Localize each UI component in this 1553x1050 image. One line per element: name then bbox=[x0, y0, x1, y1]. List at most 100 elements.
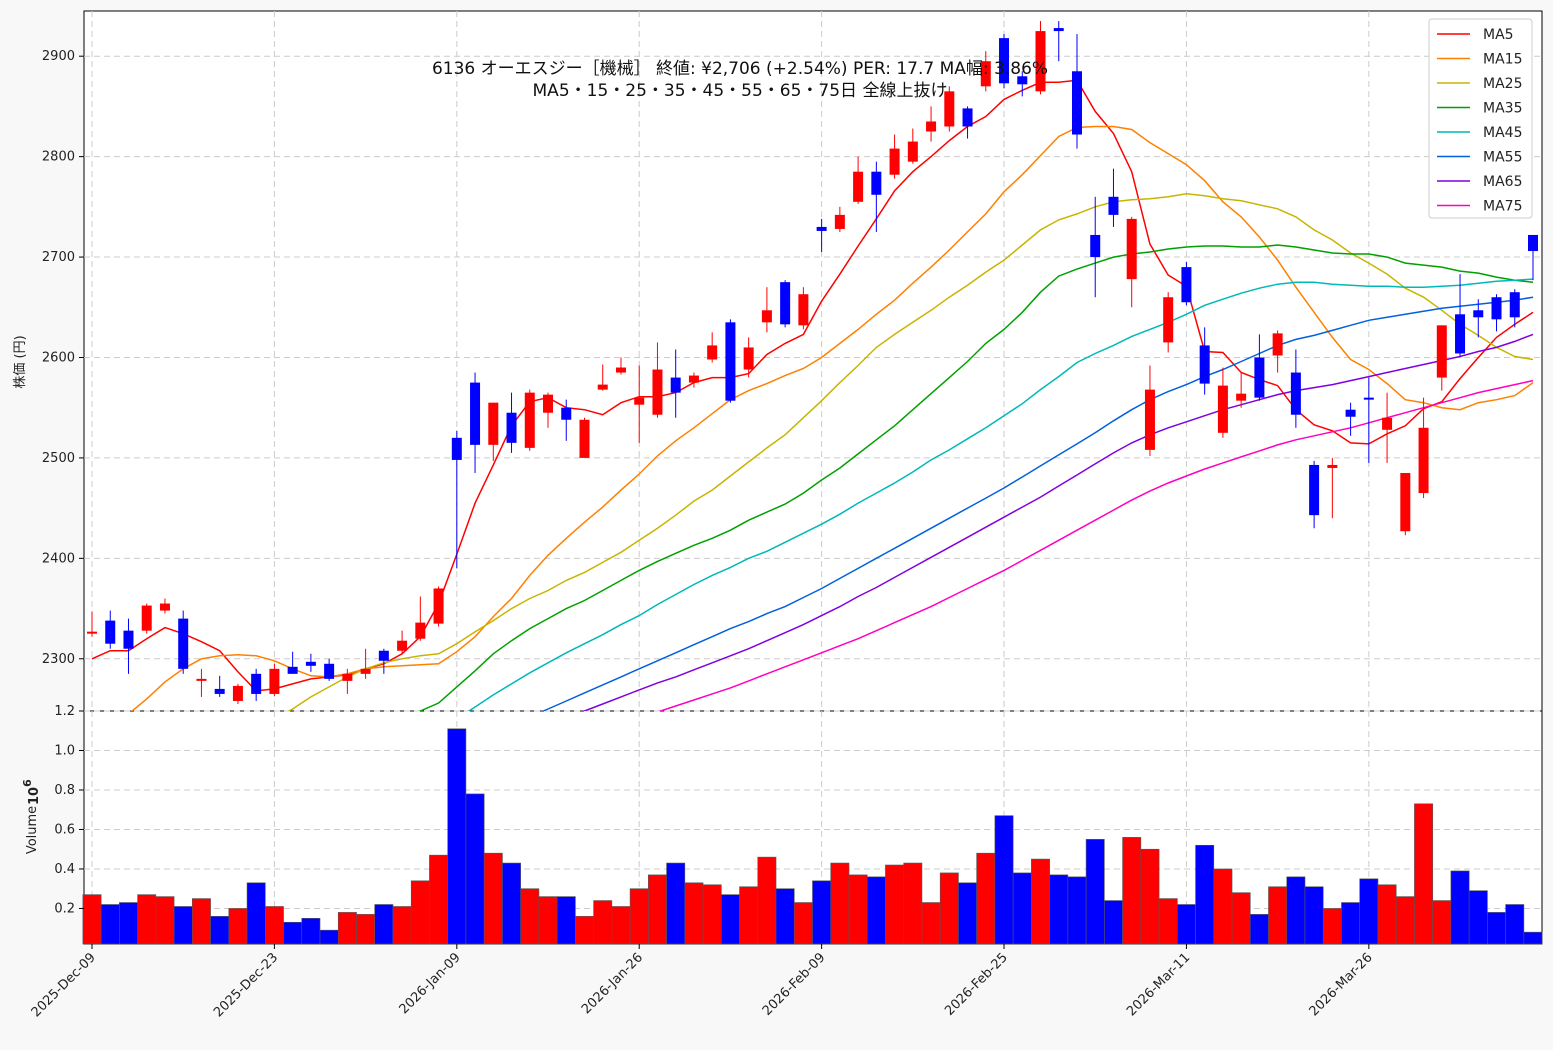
candle-body bbox=[634, 397, 645, 405]
volume-bar bbox=[629, 888, 649, 945]
candle-body bbox=[1017, 76, 1028, 85]
volume-tick-label: 1.0 bbox=[54, 743, 75, 758]
candle-body bbox=[251, 673, 262, 694]
legend-label-ma5: MA5 bbox=[1483, 27, 1514, 43]
volume-bar bbox=[757, 856, 777, 945]
volume-bar bbox=[1158, 898, 1178, 945]
candle-body bbox=[305, 661, 316, 666]
volume-bar bbox=[976, 852, 996, 945]
volume-bar bbox=[720, 894, 740, 945]
candle-body bbox=[743, 347, 754, 370]
candle-body bbox=[1436, 325, 1447, 378]
volume-bar bbox=[1341, 902, 1361, 945]
volume-bar bbox=[1523, 931, 1543, 945]
candle-body bbox=[761, 310, 772, 323]
volume-bar bbox=[775, 888, 795, 945]
price-tick-label: 2600 bbox=[42, 350, 75, 365]
candle-body bbox=[962, 108, 973, 127]
volume-bar bbox=[1322, 908, 1342, 945]
legend: MA5 MA15 MA25 MA35 MA45 MA55 MA65 MA75 bbox=[1428, 18, 1533, 219]
volume-bar bbox=[1450, 870, 1470, 945]
volume-bar bbox=[173, 906, 193, 945]
candle-body bbox=[1254, 357, 1265, 398]
volume-bar bbox=[410, 880, 430, 945]
candle-body bbox=[451, 437, 462, 460]
legend-box bbox=[1428, 18, 1533, 219]
volume-bar bbox=[1395, 896, 1415, 945]
volume-bar bbox=[1377, 884, 1397, 945]
volume-bar bbox=[1268, 886, 1288, 945]
candle-body bbox=[652, 369, 663, 415]
legend-label-ma65: MA65 bbox=[1483, 174, 1522, 190]
candle-body bbox=[1217, 385, 1228, 433]
volume-bar bbox=[1231, 892, 1251, 945]
candle-body bbox=[232, 685, 243, 701]
volume-bar bbox=[812, 880, 832, 945]
candle-body bbox=[287, 666, 298, 674]
volume-bar bbox=[520, 888, 540, 945]
legend-label-ma75: MA75 bbox=[1483, 199, 1522, 215]
candle-body bbox=[1090, 234, 1101, 258]
candle-body bbox=[342, 673, 353, 681]
candle-body bbox=[378, 650, 389, 661]
volume-bar bbox=[593, 900, 613, 945]
volume-bar bbox=[848, 874, 868, 945]
candle-body bbox=[889, 148, 900, 175]
volume-bar bbox=[210, 916, 230, 945]
candle-body bbox=[196, 678, 207, 681]
candle-body bbox=[688, 375, 699, 383]
price-panel bbox=[83, 10, 1543, 712]
candle-body bbox=[178, 618, 189, 669]
legend-label-ma25: MA25 bbox=[1483, 76, 1522, 92]
volume-bar bbox=[702, 884, 722, 945]
price-tick-label: 2400 bbox=[42, 551, 75, 566]
volume-bar bbox=[666, 862, 686, 945]
candle-body bbox=[360, 668, 371, 674]
candle-body bbox=[670, 377, 681, 393]
volume-bar bbox=[1304, 886, 1324, 945]
legend-label-ma55: MA55 bbox=[1483, 150, 1522, 166]
candle-body bbox=[105, 620, 116, 644]
volume-bar bbox=[866, 876, 886, 945]
legend-label-ma45: MA45 bbox=[1483, 125, 1522, 141]
volume-bar bbox=[447, 728, 467, 945]
chart-title-line1: 6136 オーエスジー［機械］ 終値: ¥2,706 (+2.54%) PER:… bbox=[432, 59, 1048, 79]
volume-bar bbox=[1140, 848, 1160, 945]
volume-bar bbox=[82, 894, 102, 945]
ma-line-ma75 bbox=[658, 379, 1534, 711]
volume-bar bbox=[319, 929, 339, 945]
volume-bar bbox=[155, 896, 175, 945]
volume-bar bbox=[1487, 912, 1506, 945]
candle-body bbox=[944, 91, 955, 127]
volume-bar bbox=[739, 886, 759, 945]
candle-body bbox=[1309, 464, 1320, 516]
candle-body bbox=[1144, 389, 1155, 450]
volume-bar bbox=[1012, 872, 1032, 945]
volume-bar bbox=[1067, 876, 1087, 945]
volume-bar bbox=[429, 854, 448, 945]
ma-line-ma25 bbox=[287, 193, 1534, 711]
candle-body bbox=[1035, 31, 1046, 92]
candle-body bbox=[725, 322, 736, 401]
ma-line-ma45 bbox=[467, 278, 1534, 711]
price-axis-label: 株価 (円) bbox=[13, 335, 28, 388]
candle-body bbox=[707, 345, 718, 360]
volume-bar bbox=[119, 902, 138, 945]
volume-bar bbox=[337, 912, 357, 945]
volume-multiplier: 106 bbox=[21, 779, 42, 805]
candle-body bbox=[524, 392, 535, 448]
volume-bar bbox=[1359, 878, 1379, 945]
candle-body bbox=[1418, 427, 1429, 494]
volume-bar bbox=[556, 896, 576, 945]
volume-bar bbox=[1505, 904, 1525, 945]
volume-bar bbox=[1177, 904, 1196, 945]
candle-body bbox=[1382, 417, 1393, 430]
candle-body bbox=[159, 603, 170, 611]
candle-body bbox=[579, 419, 590, 458]
volume-bar bbox=[1049, 874, 1069, 945]
volume-tick-label: 0.2 bbox=[54, 901, 75, 916]
candle-body bbox=[1345, 409, 1356, 417]
candle-body bbox=[1455, 314, 1466, 354]
candle-body bbox=[1473, 310, 1484, 318]
